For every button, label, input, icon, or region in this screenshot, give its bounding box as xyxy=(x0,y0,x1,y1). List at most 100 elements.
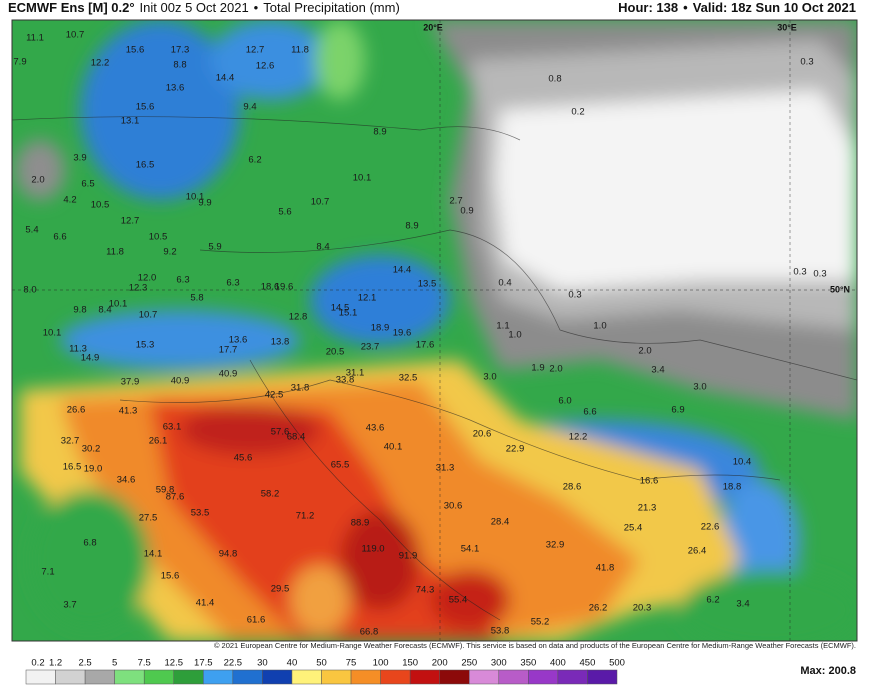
legend-tick-label: 1.2 xyxy=(49,658,62,669)
map-value-label: 3.4 xyxy=(651,365,664,376)
map-value-label: 10.7 xyxy=(66,30,85,41)
map-value-label: 53.5 xyxy=(191,508,210,519)
map-value-label: 30.6 xyxy=(444,501,463,512)
map-value-label: 11.8 xyxy=(106,247,124,258)
grid-label: 50°N xyxy=(830,284,850,294)
legend-tick-label: 17.5 xyxy=(194,658,213,669)
map-value-label: 2.0 xyxy=(31,175,44,186)
map-value-label: 15.6 xyxy=(161,571,180,582)
legend-tick-label: 400 xyxy=(550,658,566,669)
map-value-label: 119.0 xyxy=(361,544,384,555)
legend-swatch xyxy=(321,669,352,685)
map-value-label: 6.9 xyxy=(671,405,684,416)
map-value-label: 34.6 xyxy=(117,475,136,486)
legend-swatch xyxy=(262,669,293,685)
map-value-label: 26.2 xyxy=(589,603,608,614)
map-value-label: 6.6 xyxy=(583,407,596,418)
model: ECMWF Ens [M] 0.2° xyxy=(8,0,135,15)
legend-tick-label: 5 xyxy=(112,658,117,669)
legend-swatch xyxy=(173,669,204,685)
map-value-label: 41.8 xyxy=(596,563,615,574)
map-value-label: 14.4 xyxy=(216,73,235,84)
map-value-label: 6.3 xyxy=(226,278,239,289)
legend-tick-label: 50 xyxy=(316,658,327,669)
map-value-label: 30.2 xyxy=(82,444,101,455)
map-value-label: 40.9 xyxy=(171,376,190,387)
map-value-label: 32.5 xyxy=(399,373,418,384)
map-value-label: 9.2 xyxy=(163,247,176,258)
map-value-label: 6.2 xyxy=(248,155,261,166)
map-value-label: 6.6 xyxy=(53,232,66,243)
map-value-label: 12.7 xyxy=(246,45,265,56)
map-value-label: 18.8 xyxy=(723,482,742,493)
map-value-label: 5.6 xyxy=(278,207,291,218)
map-value-label: 26.1 xyxy=(149,436,168,447)
map-value-label: 7.1 xyxy=(41,567,54,578)
map-value-label: 13.8 xyxy=(271,337,290,348)
legend-swatch xyxy=(380,669,411,685)
map-value-label: 33.8 xyxy=(336,375,355,386)
map-value-label: 12.0 xyxy=(138,273,157,284)
map-value-label: 41.4 xyxy=(196,598,215,609)
separator: • xyxy=(254,0,259,15)
hour: Hour: 138 xyxy=(618,0,678,15)
legend-swatch xyxy=(25,669,56,685)
map-value-label: 1.0 xyxy=(508,330,521,341)
map-value-label: 9.9 xyxy=(198,198,211,209)
map-value-label: 12.2 xyxy=(569,432,588,443)
map-value-label: 16.5 xyxy=(136,160,155,171)
map-value-label: 29.5 xyxy=(271,584,290,595)
map-value-label: 4.2 xyxy=(63,195,76,206)
grid-label: 30°E xyxy=(777,22,797,32)
legend-tick-label: 100 xyxy=(373,658,389,669)
map-value-label: 37.9 xyxy=(121,377,140,388)
map-value-label: 2.7 xyxy=(449,196,462,207)
map-value-label: 14.4 xyxy=(393,265,412,276)
map-value-label: 8.4 xyxy=(98,305,111,316)
map-value-label: 12.8 xyxy=(289,312,308,323)
legend-tick-label: 12.5 xyxy=(165,658,184,669)
legend-tick-label: 22.5 xyxy=(224,658,243,669)
map-value-label: 13.6 xyxy=(166,83,185,94)
map-value-label: 10.1 xyxy=(353,173,372,184)
legend-swatch xyxy=(232,669,263,685)
map-value-label: 16.6 xyxy=(640,476,659,487)
map-value-label: 1.0 xyxy=(593,321,606,332)
legend-tick-label: 150 xyxy=(402,658,418,669)
map-value-label: 3.0 xyxy=(693,382,706,393)
map-value-label: 6.0 xyxy=(558,396,571,407)
map-value-label: 5.9 xyxy=(208,242,221,253)
map-value-label: 31.1 xyxy=(346,368,365,379)
map-value-label: 23.7 xyxy=(361,342,380,353)
map-value-label: 15.3 xyxy=(136,340,155,351)
map-value-label: 12.2 xyxy=(91,58,110,69)
map-value-label: 8.9 xyxy=(373,127,386,138)
map-value-label: 26.4 xyxy=(688,546,707,557)
map-value-label: 59.8 xyxy=(156,485,175,496)
map-value-label: 0.3 xyxy=(800,57,813,68)
map-value-label: 17.3 xyxy=(171,45,190,56)
legend-tick-label: 2.5 xyxy=(78,658,91,669)
map-value-label: 12.6 xyxy=(256,61,275,72)
map-value-label: 42.5 xyxy=(265,390,284,401)
map-value-label: 32.9 xyxy=(546,540,565,551)
map-value-label: 22.6 xyxy=(701,522,720,533)
map-value-label: 6.8 xyxy=(83,538,96,549)
precip-field: 11.1 10.7 7.9 12.2 15.6 17.3 12.7 11.8 14.4 12.6 8… xyxy=(12,20,857,641)
map-value-label: 43.6 xyxy=(366,423,385,434)
legend-tick-label: 7.5 xyxy=(138,658,151,669)
legend-tick-label: 75 xyxy=(346,658,357,669)
legend-tick-label: 450 xyxy=(580,658,596,669)
map-value-label: 61.6 xyxy=(247,615,266,626)
map-value-label: 10.7 xyxy=(139,310,158,321)
map-value-label: 40.1 xyxy=(384,442,403,453)
header-right: Hour: 138 • Valid: 18z Sun 10 Oct 2021 xyxy=(618,0,856,15)
map-value-label: 1.9 xyxy=(531,363,544,374)
legend-tick-label: 500 xyxy=(609,658,625,669)
map-value-label: 31.3 xyxy=(436,463,455,474)
map-value-label: 10.7 xyxy=(311,197,330,208)
map-value-label: 32.7 xyxy=(61,436,80,447)
map-value-label: 45.6 xyxy=(234,453,253,464)
legend-swatch xyxy=(84,669,115,685)
map-value-label: 25.4 xyxy=(624,523,643,534)
